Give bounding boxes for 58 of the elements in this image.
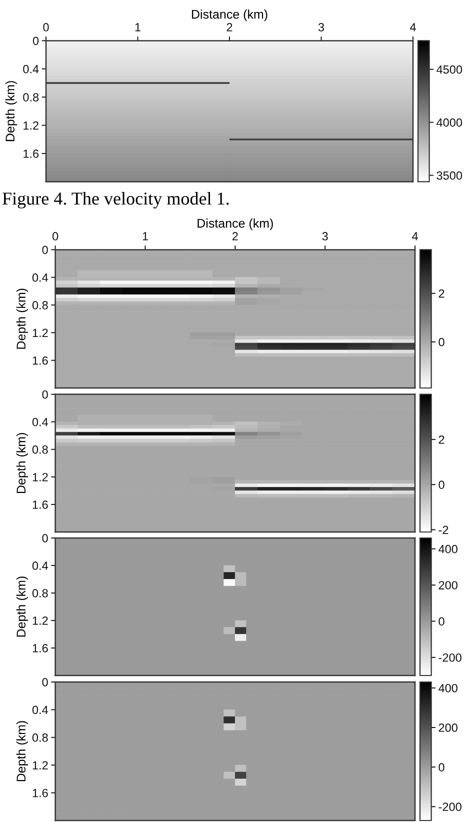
- color-bar-label: 400: [438, 684, 458, 692]
- y-tick-label: 0.8: [32, 733, 48, 742]
- x-tick-label: 0: [52, 232, 58, 240]
- y-tick-label: 1.6: [32, 500, 48, 509]
- x-tick-label: 3: [322, 232, 328, 240]
- color-bar-label: 200: [438, 581, 458, 590]
- y-tick-label: 1.2: [32, 472, 48, 482]
- y-axis-title: Depth (km): [16, 288, 28, 349]
- y-tick-label: 0: [42, 678, 48, 686]
- x-tick-label: 2: [226, 23, 232, 32]
- y-tick-label: 0.4: [32, 562, 48, 570]
- x-tick-label: 4: [412, 232, 418, 240]
- y-tick-label: 1.6: [24, 150, 39, 158]
- y-tick-label: 0.8: [32, 445, 48, 454]
- y-tick-label: 1.2: [32, 616, 48, 625]
- x-axis-title: Distance (km): [192, 10, 268, 22]
- color-bar-label: 3500: [436, 171, 462, 180]
- color-bar-label: -200: [438, 802, 462, 812]
- color-bar-label: 200: [438, 724, 458, 732]
- x-tick-label: 2: [232, 232, 238, 240]
- x-tick-label: 4: [410, 23, 416, 32]
- color-bar-label: 0: [438, 480, 444, 489]
- caption: Figure 4. The velocity model 1.: [2, 192, 229, 208]
- x-axis-title: Distance (km): [198, 218, 273, 230]
- y-tick-label: 0: [42, 246, 48, 254]
- color-bar-label: -2: [438, 526, 448, 534]
- y-tick-label: 1.2: [24, 121, 38, 130]
- y-tick-label: 1.2: [32, 761, 48, 770]
- color-bar-label: -200: [438, 653, 462, 662]
- color-bar-label: 0: [438, 763, 444, 772]
- y-tick-label: 0.8: [32, 301, 48, 310]
- y-tick-label: 0.8: [23, 93, 39, 102]
- x-tick-label: 1: [142, 232, 148, 240]
- color-bar-label: 4500: [436, 65, 462, 74]
- y-tick-label: 0: [32, 36, 39, 46]
- y-axis-title: Depth (km): [16, 576, 28, 637]
- y-tick-label: 0.8: [32, 589, 48, 598]
- x-tick-label: 3: [318, 23, 324, 32]
- y-axis-title: Depth (km): [16, 721, 28, 782]
- x-tick-label: 1: [135, 23, 140, 32]
- y-tick-label: 1.6: [32, 644, 48, 652]
- color-bar-label: 400: [438, 544, 458, 554]
- color-bar-label: 0: [438, 617, 444, 626]
- y-axis-title: Depth (km): [16, 433, 28, 494]
- y-tick-label: 0.4: [23, 64, 39, 74]
- y-tick-label: 0.4: [32, 273, 48, 282]
- y-axis-title: Depth (km): [5, 81, 17, 142]
- y-tick-label: 0.4: [32, 706, 48, 714]
- y-tick-label: 1.6: [32, 356, 48, 365]
- color-bar-label: 2: [438, 289, 444, 298]
- color-bar-label: 2: [438, 435, 444, 444]
- color-bar-label: 0: [438, 338, 444, 346]
- y-tick-label: 0.4: [32, 418, 48, 426]
- y-tick-label: 1.2: [32, 328, 48, 337]
- color-bar-label: 4000: [436, 118, 462, 127]
- y-tick-label: 0: [42, 390, 48, 399]
- y-tick-label: 0: [42, 534, 48, 542]
- y-tick-label: 1.6: [32, 788, 48, 798]
